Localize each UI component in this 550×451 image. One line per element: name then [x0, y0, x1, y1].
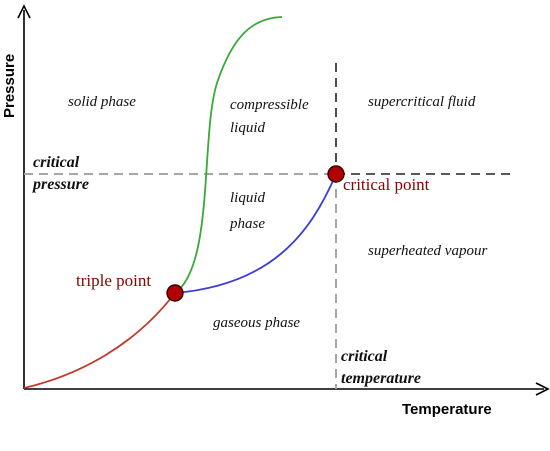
triple-point-marker: [166, 284, 184, 302]
melting-curve: [174, 16, 283, 294]
sublimation-curve: [23, 292, 176, 389]
region-supercritical: supercritical fluid: [368, 94, 476, 110]
region-solid: solid phase: [68, 94, 136, 110]
region-gaseous: gaseous phase: [213, 315, 300, 331]
region-compressible-line1: compressible: [230, 97, 309, 113]
vaporization-curve: [174, 173, 337, 294]
x-axis-arrowhead: [535, 382, 550, 396]
x-axis-title: Temperature: [402, 401, 492, 418]
y-axis-title: Pressure: [1, 54, 18, 118]
y-axis-arrowhead: [17, 4, 31, 19]
critical-temperature-label-line2: temperature: [341, 370, 421, 387]
critical-point-label: critical point: [343, 175, 430, 194]
region-compressible-line2: liquid: [230, 120, 266, 136]
critical-temperature-label-line1: critical: [341, 348, 388, 365]
triple-point-label: triple point: [76, 271, 151, 290]
region-liquid-line2: phase: [229, 216, 265, 232]
critical-pressure-label-line2: pressure: [31, 176, 89, 193]
region-superheated: superheated vapour: [368, 243, 487, 259]
critical-pressure-label-line1: critical: [33, 154, 80, 171]
critical-point-marker: [327, 165, 345, 183]
region-liquid-line1: liquid: [230, 190, 266, 206]
